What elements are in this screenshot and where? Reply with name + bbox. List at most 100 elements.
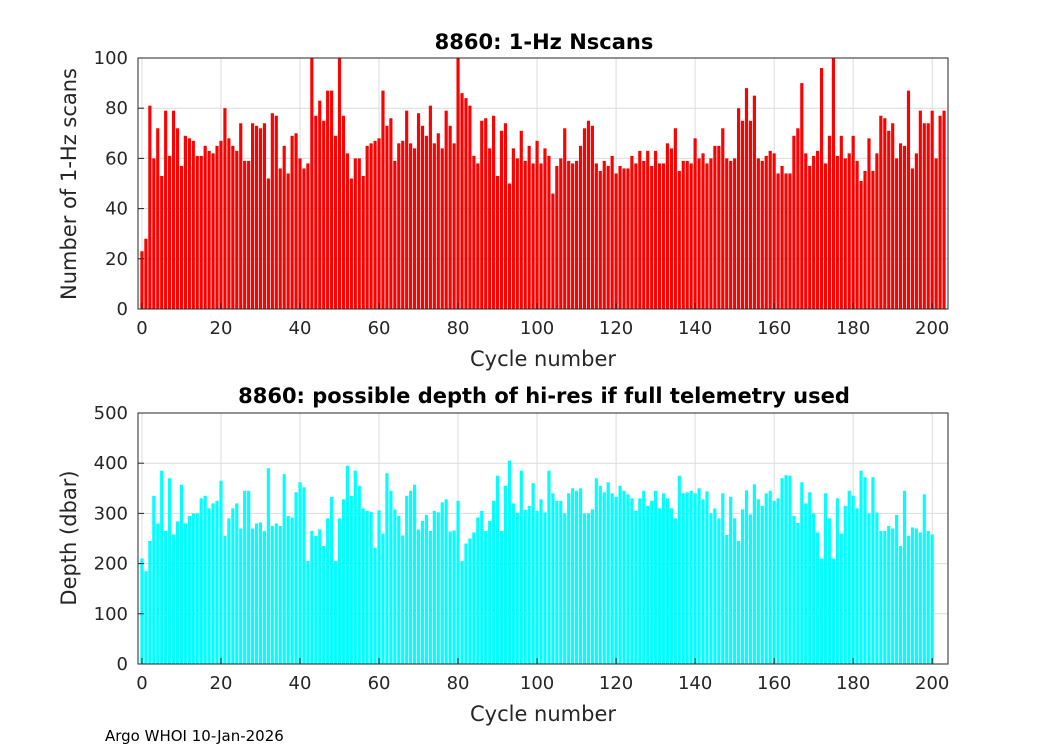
bar [895,158,899,309]
bar [559,158,563,309]
x-tick-label: 60 [368,673,391,694]
bar [843,505,847,664]
bar [227,138,231,309]
bar [539,499,543,664]
bar [729,160,733,309]
bar [800,482,804,664]
bar [211,503,215,664]
bar [436,512,440,664]
bar [523,509,527,664]
bar [393,509,397,664]
bar [709,513,713,664]
bar [729,496,733,664]
bar [705,163,709,309]
bar [598,485,602,664]
bar [661,493,666,664]
bar [187,138,191,309]
bar [503,123,508,309]
bar [650,165,654,309]
bar [942,110,946,310]
bar [578,488,583,664]
bar [847,490,851,664]
bar [179,165,184,309]
bar [156,523,160,664]
bar [282,145,286,309]
bar [258,128,263,309]
bar [808,492,812,664]
bar [654,490,658,664]
bar [187,515,191,664]
bar [444,110,448,310]
bar [373,547,377,664]
bar [195,513,199,664]
bar [883,530,887,664]
bar [318,100,322,309]
bar [760,505,764,664]
bar [543,148,547,309]
bar [598,170,602,309]
y-tick-label: 200 [94,554,128,575]
x-tick-label: 200 [915,318,949,339]
bar [420,520,425,664]
bar [179,484,184,664]
chart-1-title: 8860: 1-Hz Nscans [435,30,654,54]
bar [910,168,915,309]
bar [634,163,638,309]
bar [610,155,614,309]
footer-credit: Argo WHOI 10-Jan-2026 [105,727,284,745]
bar [756,499,760,664]
bar [930,110,934,310]
bar [322,546,326,664]
bar [448,531,452,664]
bar [733,158,737,309]
bar [855,508,859,664]
bar [543,512,547,664]
chart-1-x-ticks: 0 20 40 60 80 100 120 140 160 180 200 [136,303,949,339]
bar [294,133,298,309]
bar [432,510,436,664]
bar [452,143,456,309]
bar [788,173,792,309]
bar [409,490,413,664]
y-tick-label: 300 [94,503,128,524]
bar [310,530,314,664]
bar [511,148,515,309]
bar [906,535,911,664]
bar [705,491,709,664]
chart-2-x-ticks: 0 20 40 60 80 100 120 140 160 180 200 [136,658,949,694]
bar [847,153,851,309]
bar [709,158,713,309]
bar [306,561,310,664]
bar [796,522,800,664]
bar [721,493,725,664]
bar [768,150,772,309]
chart-2-y-axis-label: Depth (dbar) [57,470,81,605]
bar [669,508,673,664]
bar [341,499,346,664]
bar [792,135,796,309]
bar [499,530,504,664]
bar [906,90,911,309]
bar [397,515,401,664]
bar [772,500,776,664]
bar [602,160,606,309]
bar [693,138,697,309]
bar [290,135,294,309]
chart-1-y-ticks: 0 20 40 60 80 100 [94,48,144,320]
bar [195,155,199,309]
bar [827,518,832,664]
bar [701,499,705,664]
y-tick-label: 0 [117,299,128,320]
bar [855,160,859,309]
bar [665,143,670,309]
y-tick-label: 0 [117,654,128,675]
bar [918,110,922,310]
bar [571,163,575,309]
bar [247,160,251,309]
bar [488,520,492,664]
bar [701,153,705,309]
bar [219,480,223,664]
bar [606,482,610,664]
bar [330,496,334,664]
bar [191,140,195,309]
